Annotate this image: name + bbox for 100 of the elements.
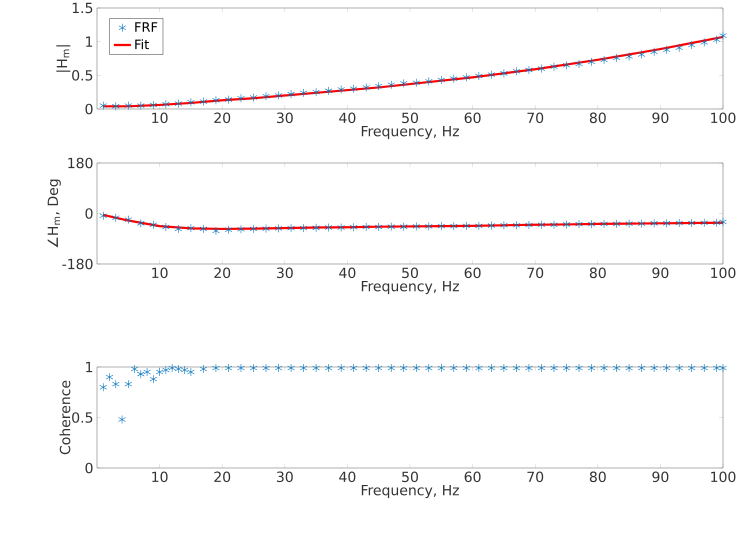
point xyxy=(350,84,358,94)
point xyxy=(150,374,158,384)
point xyxy=(400,79,408,88)
point xyxy=(312,364,320,372)
point xyxy=(262,224,270,233)
point xyxy=(712,35,721,44)
point xyxy=(350,222,358,232)
point xyxy=(438,364,446,372)
point xyxy=(224,95,232,104)
point xyxy=(412,222,420,231)
point xyxy=(612,364,620,372)
point xyxy=(99,101,108,110)
x-tick-label: 50 xyxy=(402,268,418,278)
point xyxy=(475,72,483,80)
x-tick-label: 30 xyxy=(276,472,293,482)
point xyxy=(719,31,727,40)
point xyxy=(612,54,620,62)
y-tick-label: -180 xyxy=(62,258,93,270)
legend-label: FRF xyxy=(135,22,158,32)
point xyxy=(237,224,245,234)
x-tick-label: 60 xyxy=(464,268,481,278)
point xyxy=(525,364,533,372)
point xyxy=(124,215,132,224)
x-tick-label: 100 xyxy=(711,112,736,124)
point xyxy=(112,380,120,388)
x-tick-label: 60 xyxy=(464,112,481,124)
y-axis-title: ∠H$_{m}$, Deg xyxy=(48,180,61,248)
point xyxy=(250,364,258,372)
x-tick-label: 20 xyxy=(214,112,230,124)
point xyxy=(400,364,408,372)
point xyxy=(156,368,164,376)
x-tick-label: 40 xyxy=(339,268,356,278)
point xyxy=(337,364,345,372)
point xyxy=(174,364,182,374)
point xyxy=(675,364,683,372)
point xyxy=(387,222,395,231)
point xyxy=(600,56,608,64)
point xyxy=(488,221,496,230)
x-tick-label: 90 xyxy=(652,268,668,278)
point xyxy=(112,213,120,222)
x-tick-label: 100 xyxy=(711,472,736,482)
point xyxy=(450,222,458,230)
x-tick-label: 70 xyxy=(527,112,544,124)
point xyxy=(237,94,245,103)
point xyxy=(450,364,458,372)
point xyxy=(500,69,508,78)
point xyxy=(174,224,182,234)
point xyxy=(150,100,158,110)
point xyxy=(462,73,470,82)
point xyxy=(675,43,683,52)
point xyxy=(162,100,170,109)
point xyxy=(262,364,270,372)
point xyxy=(300,364,308,372)
point xyxy=(362,222,370,232)
point xyxy=(550,62,558,71)
point xyxy=(625,52,633,61)
point xyxy=(200,97,208,106)
y-axis-title: Coherence xyxy=(60,380,70,454)
x-tick-label: 80 xyxy=(590,268,606,278)
x-tick-label: 100 xyxy=(711,268,736,278)
x-tick-label: 30 xyxy=(276,268,293,278)
x-tick-label: 40 xyxy=(339,472,356,482)
legend-label: Fit xyxy=(135,39,149,50)
point xyxy=(638,364,646,372)
point xyxy=(374,222,382,232)
y-axis-title: |H$_{m}$| xyxy=(56,45,70,72)
point xyxy=(575,364,583,372)
point xyxy=(719,364,727,372)
point xyxy=(274,364,282,372)
y-tick-label: 1 xyxy=(86,362,92,372)
x-tick-label: 50 xyxy=(402,472,418,482)
point xyxy=(588,220,596,228)
y-tick-label: 0.5 xyxy=(72,70,92,81)
x-tick-label: 30 xyxy=(276,112,293,124)
point xyxy=(287,224,295,232)
point xyxy=(162,366,170,374)
point xyxy=(124,101,132,110)
point xyxy=(438,222,446,230)
point xyxy=(387,80,395,90)
point xyxy=(638,219,646,228)
point xyxy=(400,222,408,231)
point xyxy=(488,364,496,372)
point xyxy=(425,77,433,86)
x-tick-label: 90 xyxy=(652,112,668,124)
point xyxy=(106,372,114,382)
point xyxy=(675,218,683,228)
point xyxy=(438,76,446,84)
point xyxy=(562,220,570,229)
point xyxy=(362,83,370,92)
point xyxy=(575,60,583,68)
point xyxy=(374,82,382,90)
point xyxy=(212,96,220,105)
x-tick-label: 40 xyxy=(339,112,356,124)
y-tick-label: 1.5 xyxy=(72,2,92,14)
point xyxy=(688,364,696,372)
point xyxy=(562,60,570,70)
point xyxy=(200,224,208,234)
point xyxy=(538,364,546,372)
point xyxy=(625,364,633,372)
point xyxy=(324,86,332,96)
